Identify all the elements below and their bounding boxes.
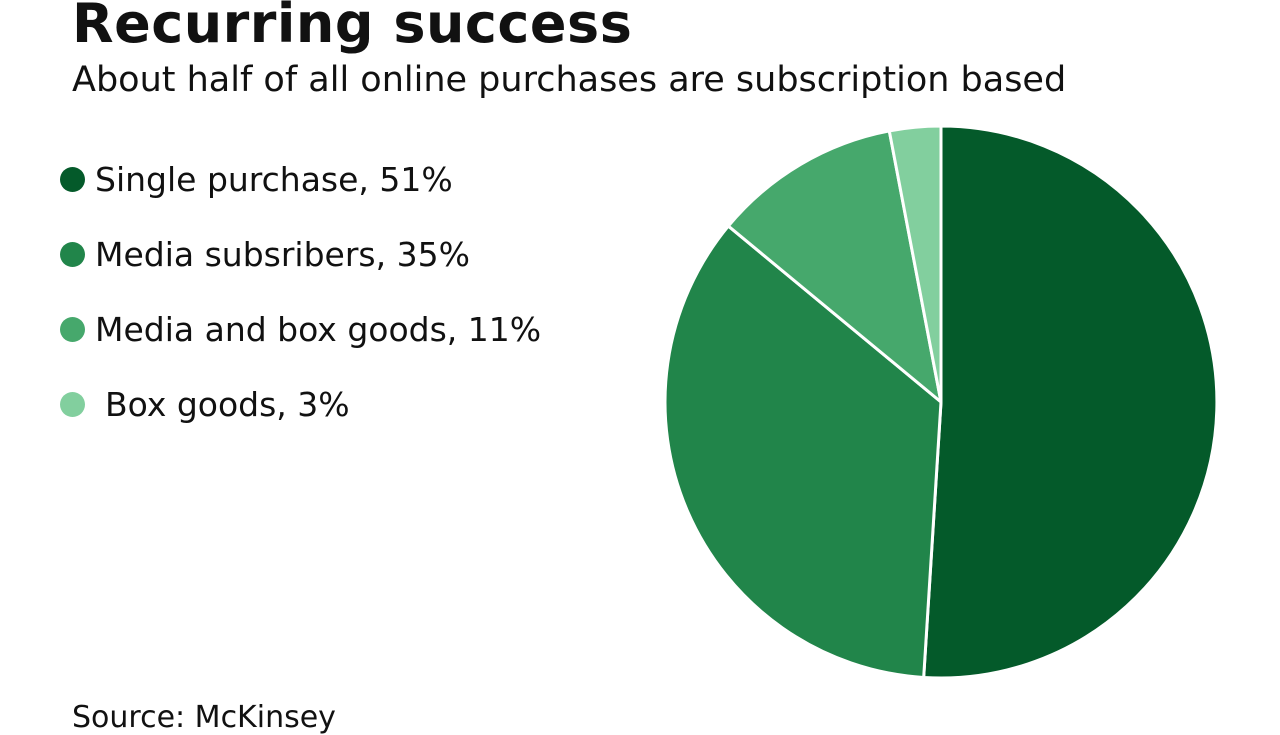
legend-swatch-box-goods [60, 391, 85, 417]
chart-title: Recurring success [72, 0, 633, 55]
pie-slice-box-goods [887, 124, 943, 404]
chart-subtitle: About half of all online purchases are s… [72, 60, 1067, 100]
pie-slice-single-purchase [922, 124, 1219, 680]
legend-swatch-media-subscribers [60, 241, 85, 267]
legend: Single purchase, 51% Media subsribers, 3… [60, 156, 541, 456]
pie-slice-media-subsribers [663, 224, 943, 679]
pie-slice-media-and-box-goods [726, 129, 943, 404]
legend-item-media-and-box-goods: Media and box goods, 11% [60, 306, 541, 352]
legend-label-media-subscribers: Media subsribers, 35% [95, 234, 470, 274]
legend-swatch-media-and-box-goods [60, 316, 85, 342]
legend-item-box-goods: Box goods, 3% [60, 381, 541, 427]
legend-label-single-purchase: Single purchase, 51% [95, 159, 453, 199]
legend-label-media-and-box-goods: Media and box goods, 11% [95, 309, 542, 349]
legend-item-media-subscribers: Media subsribers, 35% [60, 231, 541, 277]
legend-label-box-goods: Box goods, 3% [105, 384, 350, 424]
legend-item-single-purchase: Single purchase, 51% [60, 156, 541, 202]
legend-swatch-single-purchase [60, 166, 85, 192]
source-note: Source: McKinsey [72, 700, 336, 735]
pie-chart [663, 124, 1219, 680]
